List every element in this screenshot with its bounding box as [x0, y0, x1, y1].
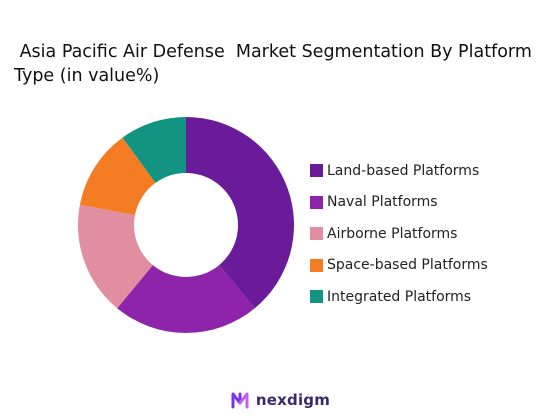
legend-item-space-based: Space-based Platforms: [310, 250, 488, 282]
legend: Land-based Platforms Naval Platforms Air…: [310, 155, 488, 313]
legend-item-naval: Naval Platforms: [310, 187, 488, 219]
legend-label: Space-based Platforms: [327, 257, 488, 274]
legend-label: Land-based Platforms: [327, 162, 480, 179]
slice-space-based: [79, 137, 156, 216]
slice-naval: [117, 265, 255, 333]
legend-swatch: [310, 195, 323, 209]
legend-swatch: [310, 164, 323, 178]
slice-airborne: [78, 204, 153, 309]
legend-label: Airborne Platforms: [327, 225, 458, 242]
slice-land-based: [186, 117, 295, 309]
legend-item-integrated: Integrated Platforms: [310, 281, 488, 313]
brand-footer: nexdigm: [0, 390, 560, 410]
nexdigm-logo-icon: [231, 392, 249, 409]
legend-item-airborne: Airborne Platforms: [310, 218, 488, 250]
legend-swatch: [310, 258, 323, 272]
legend-label: Naval Platforms: [327, 194, 438, 211]
legend-swatch: [310, 227, 323, 241]
slice-integrated: [122, 117, 186, 183]
legend-item-land-based: Land-based Platforms: [310, 155, 488, 187]
legend-swatch: [310, 290, 323, 304]
legend-label: Integrated Platforms: [327, 288, 472, 305]
chart-title: Asia Pacific Air Defense Market Segmenta…: [14, 42, 538, 86]
brand-logo-text: nexdigm: [255, 391, 331, 409]
